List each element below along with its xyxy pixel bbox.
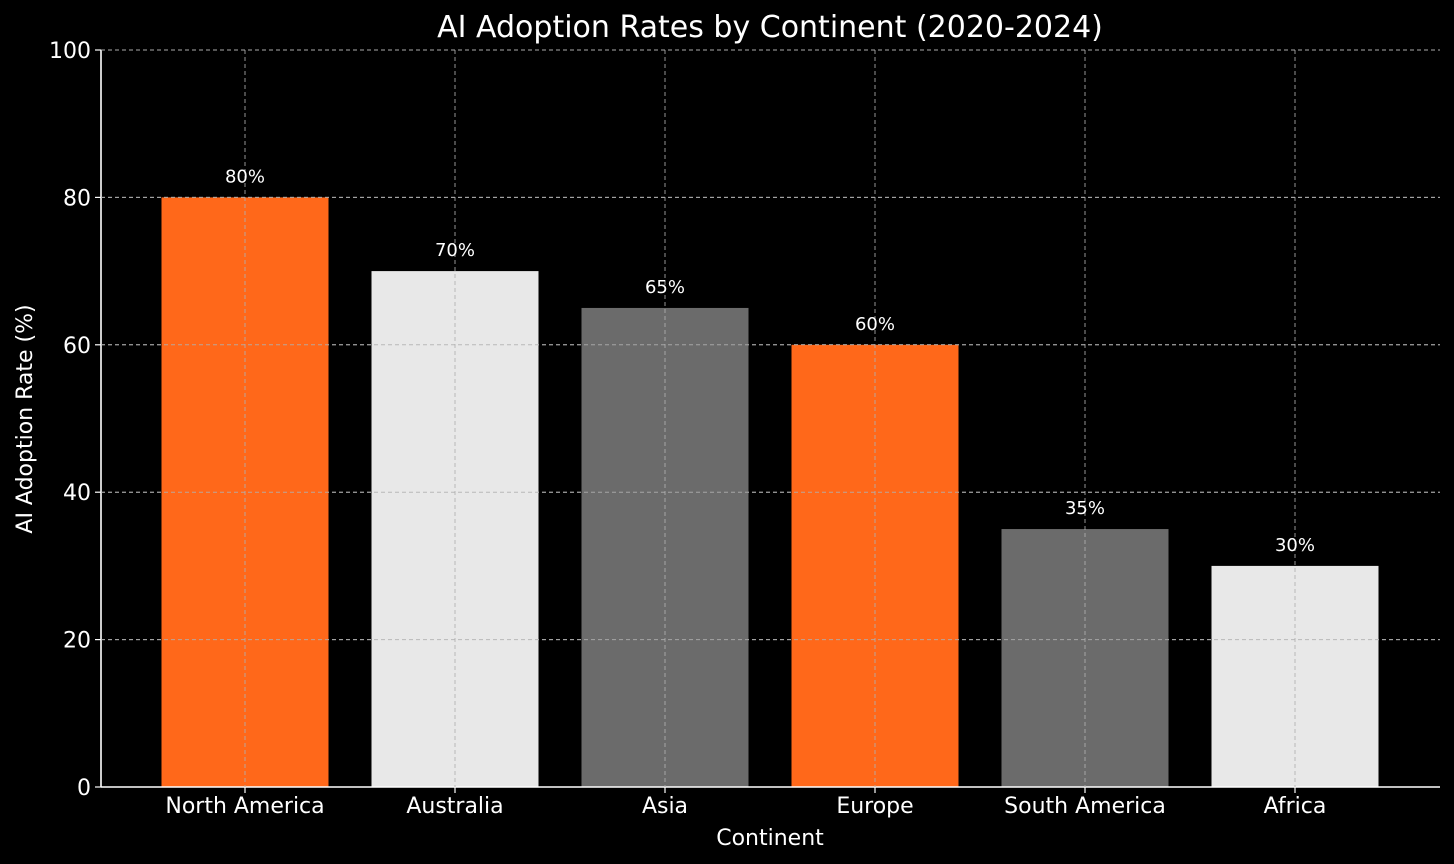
data-label: 80% [225, 166, 265, 187]
chart-title: AI Adoption Rates by Continent (2020-202… [437, 10, 1103, 45]
data-label: 30% [1275, 535, 1315, 556]
y-tick-label: 20 [63, 629, 91, 654]
x-axis-label: Continent [716, 826, 824, 851]
x-tick-label: Africa [1264, 794, 1327, 819]
x-tick-label: Asia [642, 794, 688, 819]
y-tick-label: 40 [63, 481, 91, 506]
x-tick-label: Europe [836, 794, 913, 819]
bar-south-america [1001, 529, 1169, 787]
x-tick-label: North America [165, 794, 324, 819]
data-label: 35% [1065, 498, 1105, 519]
y-tick-label: 0 [77, 776, 91, 801]
data-label: 70% [435, 240, 475, 261]
bar-europe [791, 344, 959, 787]
y-axis-label: AI Adoption Rate (%) [13, 304, 38, 533]
x-tick-label: South America [1004, 794, 1166, 819]
data-label: 60% [855, 314, 895, 335]
label-layer: 80% 70% 65% 60% 35% 30% [101, 49, 1440, 787]
y-tick-label: 60 [63, 334, 91, 359]
y-tick-label: 80 [63, 186, 91, 211]
y-tick-label: 100 [49, 39, 91, 64]
axis-layer: 0 20 40 60 80 100 North America Australia Asia Eu… [49, 39, 1440, 819]
bar-layer [161, 197, 1379, 788]
data-label: 65% [645, 277, 685, 298]
x-tick-label: Australia [406, 794, 503, 819]
